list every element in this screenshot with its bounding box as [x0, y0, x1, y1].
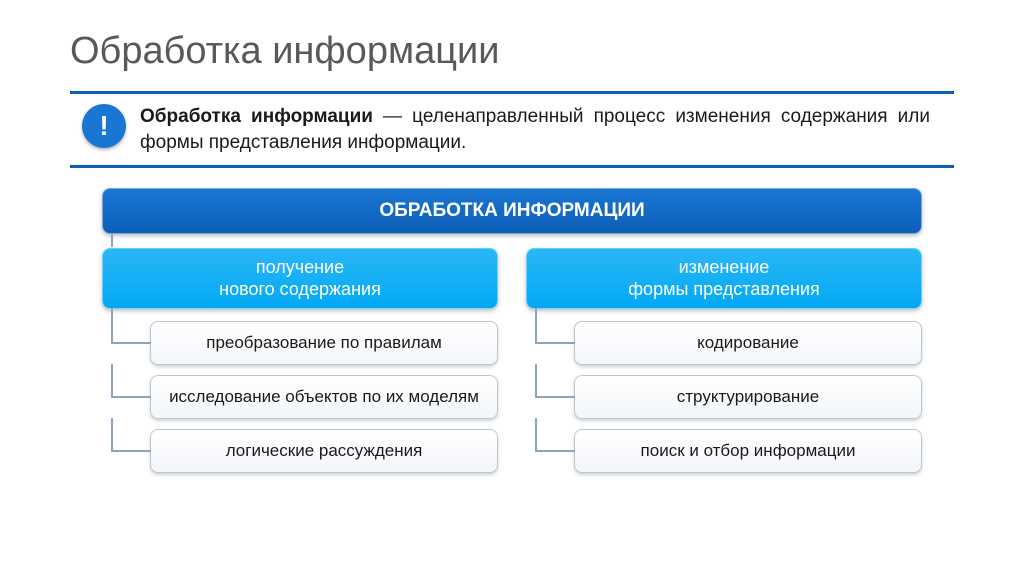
branch-label-line2: формы представления — [628, 279, 819, 299]
definition-callout: ! Обработка информации — целенаправленны… — [70, 91, 954, 168]
root-node: ОБРАБОТКА ИНФОРМАЦИИ — [102, 188, 922, 234]
hierarchy-diagram: ОБРАБОТКА ИНФОРМАЦИИ получение нового со… — [70, 188, 954, 473]
connector — [535, 396, 575, 398]
leaf-node: поиск и отбор информации — [574, 429, 922, 473]
branch-right: изменение формы представления кодировани… — [526, 248, 922, 473]
leaf-label: преобразование по правилам — [206, 333, 442, 353]
connector — [111, 450, 151, 452]
slide: Обработка информации ! Обработка информа… — [0, 0, 1024, 503]
branch-label-line1: получение — [256, 257, 344, 277]
leaf-node: логические рассуждения — [150, 429, 498, 473]
connector — [111, 233, 113, 247]
leaf-node: преобразование по правилам — [150, 321, 498, 365]
branch-node: изменение формы представления — [526, 248, 922, 309]
branch-node: получение нового содержания — [102, 248, 498, 309]
leaf-label: исследование объектов по их моделям — [169, 387, 479, 407]
connector — [111, 364, 113, 397]
leaf-node: кодирование — [574, 321, 922, 365]
leaf-list: кодирование структурирование поиск и отб… — [574, 321, 922, 473]
leaf-label: поиск и отбор информации — [641, 441, 856, 461]
connector — [111, 396, 151, 398]
definition-term: Обработка информации — [140, 106, 373, 127]
connector — [111, 310, 113, 343]
branch-label-line1: изменение — [679, 257, 770, 277]
leaf-list: преобразование по правилам исследование … — [150, 321, 498, 473]
leaf-node: структурирование — [574, 375, 922, 419]
connector — [535, 364, 537, 397]
root-label: ОБРАБОТКА ИНФОРМАЦИИ — [379, 200, 644, 221]
definition-text: Обработка информации — целенаправленный … — [140, 104, 930, 155]
connector — [535, 342, 575, 344]
branch-label-line2: нового содержания — [219, 279, 381, 299]
connector — [535, 418, 537, 451]
leaf-label: кодирование — [697, 333, 799, 353]
info-icon: ! — [82, 104, 126, 148]
leaf-node: исследование объектов по их моделям — [150, 375, 498, 419]
leaf-label: логические рассуждения — [226, 441, 423, 461]
page-title: Обработка информации — [70, 30, 954, 73]
connector — [535, 450, 575, 452]
connector — [111, 342, 151, 344]
leaf-label: структурирование — [677, 387, 819, 407]
branch-left: получение нового содержания преобразован… — [102, 248, 498, 473]
connector — [535, 310, 537, 343]
definition-dash: — — [373, 106, 412, 127]
connector — [111, 418, 113, 451]
branch-row: получение нового содержания преобразован… — [70, 248, 954, 473]
